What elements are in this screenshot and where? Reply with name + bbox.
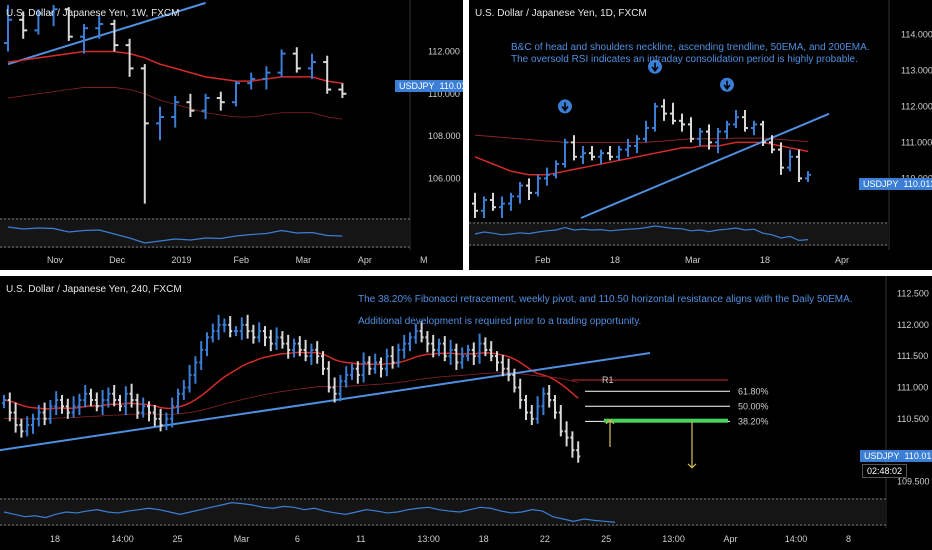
daily-analysis-note-line1: B&C of head and shoulders neckline, asce… <box>511 42 870 53</box>
weekly-chart-panel[interactable]: 112.000 110.000 108.000 106.000 Nov Dec 2019 Fe… <box>0 0 463 270</box>
weekly-x-tick: Nov <box>47 255 64 265</box>
h4-x-tick: Mar <box>234 534 250 544</box>
weekly-x-tick: Dec <box>109 255 126 265</box>
weekly-rsi-line <box>7 226 343 244</box>
h4-chart-panel[interactable]: R1 61.80% 50.00% 38.20% 112.500 112.000 111.50… <box>0 276 932 550</box>
daily-y-tick: 114.000 <box>901 29 932 39</box>
h4-y-tick: 110.500 <box>897 414 929 424</box>
daily-rsi-pane <box>469 222 889 246</box>
weekly-price-value: 110.013 <box>439 81 463 91</box>
h4-x-tick: 18 <box>50 534 60 544</box>
daily-x-tick: 18 <box>610 255 620 265</box>
h4-fib-label: 50.00% <box>738 401 769 411</box>
weekly-trendline <box>7 1 206 66</box>
h4-pivot-r1-label: R1 <box>602 375 614 385</box>
h4-x-tick: Apr <box>724 534 738 544</box>
h4-up-arrow-icon <box>605 419 615 448</box>
h4-x-tick: 25 <box>172 534 182 544</box>
h4-analysis-note-line1: The 38.20% Fibonacci retracement, weekly… <box>358 294 853 305</box>
h4-price-symbol: USDJPY <box>864 451 900 461</box>
weekly-price-label: USDJPY 110.013 <box>395 80 463 92</box>
h4-ema-50-line <box>3 351 579 410</box>
h4-x-tick: 14:00 <box>785 534 808 544</box>
h4-rsi-line <box>3 502 616 523</box>
h4-down-arrow-icon <box>687 421 697 469</box>
h4-rsi-pane <box>0 498 886 526</box>
down-arrow-icon <box>723 80 731 91</box>
daily-price-label: USDJPY 110.013 <box>859 178 932 190</box>
h4-x-tick: 6 <box>295 534 300 544</box>
daily-ema-200-line <box>474 134 809 143</box>
h4-y-tick: 109.500 <box>897 476 930 486</box>
weekly-rsi-pane <box>0 218 410 248</box>
down-arrow-icon <box>651 62 659 73</box>
daily-y-tick: 113.000 <box>901 65 932 75</box>
h4-y-tick: 111.500 <box>897 351 928 361</box>
h4-y-tick: 111.000 <box>897 382 928 392</box>
daily-x-tick: Mar <box>685 255 701 265</box>
h4-chart-canvas[interactable]: R1 61.80% 50.00% 38.20% 112.500 112.000 111.50… <box>0 276 932 550</box>
daily-rsi-line <box>474 225 809 242</box>
weekly-y-tick: 112.000 <box>428 46 460 56</box>
weekly-x-tick: Mar <box>296 255 312 265</box>
h4-x-tick: 13:00 <box>417 534 440 544</box>
weekly-y-tick: 110.000 <box>428 89 460 99</box>
weekly-x-tick: Apr <box>358 255 372 265</box>
weekly-y-tick: 106.000 <box>428 173 461 183</box>
h4-x-tick: 18 <box>479 534 489 544</box>
daily-price-value: 110.013 <box>903 179 932 189</box>
h4-trendline <box>0 352 651 452</box>
weekly-x-tick: M <box>420 255 428 265</box>
h4-x-tick: 25 <box>601 534 611 544</box>
h4-y-tick: 112.000 <box>897 320 929 330</box>
daily-analysis-note-line2: The oversold RSI indicates an intraday c… <box>511 54 858 65</box>
h4-ema-200-line <box>3 372 579 420</box>
daily-chart-canvas[interactable]: 114.000113.000112.000111.000110.000Feb18… <box>469 0 932 270</box>
h4-x-tick: 13:00 <box>662 534 685 544</box>
h4-candle-countdown: 02:48:02 <box>862 464 908 478</box>
daily-y-tick: 111.000 <box>901 137 932 147</box>
daily-x-tick: Apr <box>835 255 849 265</box>
h4-chart-title: U.S. Dollar / Japanese Yen, 240, FXCM <box>6 284 182 295</box>
h4-y-tick: 112.500 <box>897 289 929 299</box>
daily-chart-title: U.S. Dollar / Japanese Yen, 1D, FXCM <box>475 8 647 19</box>
daily-x-tick: Feb <box>535 255 551 265</box>
daily-trendline <box>580 112 830 219</box>
h4-x-tick: 8 <box>846 534 851 544</box>
daily-y-tick: 112.000 <box>901 101 932 111</box>
h4-x-tick: 14:00 <box>111 534 134 544</box>
weekly-price-symbol: USDJPY <box>399 81 435 91</box>
weekly-y-tick: 108.000 <box>428 131 461 141</box>
weekly-x-tick: Feb <box>234 255 250 265</box>
down-arrow-icon <box>561 102 569 112</box>
h4-price-label: USDJPY 110.013 <box>860 450 932 462</box>
daily-price-symbol: USDJPY <box>863 179 899 189</box>
weekly-chart-canvas[interactable]: 112.000 110.000 108.000 106.000 Nov Dec 2019 Fe… <box>0 0 463 270</box>
h4-resistance-zone <box>604 418 728 423</box>
h4-fib-label: 38.20% <box>738 416 769 426</box>
weekly-x-tick: 2019 <box>171 255 191 265</box>
h4-fib-label: 61.80% <box>738 386 769 396</box>
h4-price-value: 110.013 <box>904 451 932 461</box>
daily-chart-panel[interactable]: 114.000113.000112.000111.000110.000Feb18… <box>469 0 932 270</box>
h4-x-tick: 11 <box>356 534 365 544</box>
weekly-ema-line <box>7 50 343 84</box>
h4-analysis-note-line2: Additional development is required prior… <box>358 316 642 327</box>
daily-ema-50-line <box>474 141 809 176</box>
weekly-chart-title: U.S. Dollar / Japanese Yen, 1W, FXCM <box>6 8 180 19</box>
h4-x-tick: 22 <box>540 534 550 544</box>
daily-x-tick: 18 <box>760 255 770 265</box>
